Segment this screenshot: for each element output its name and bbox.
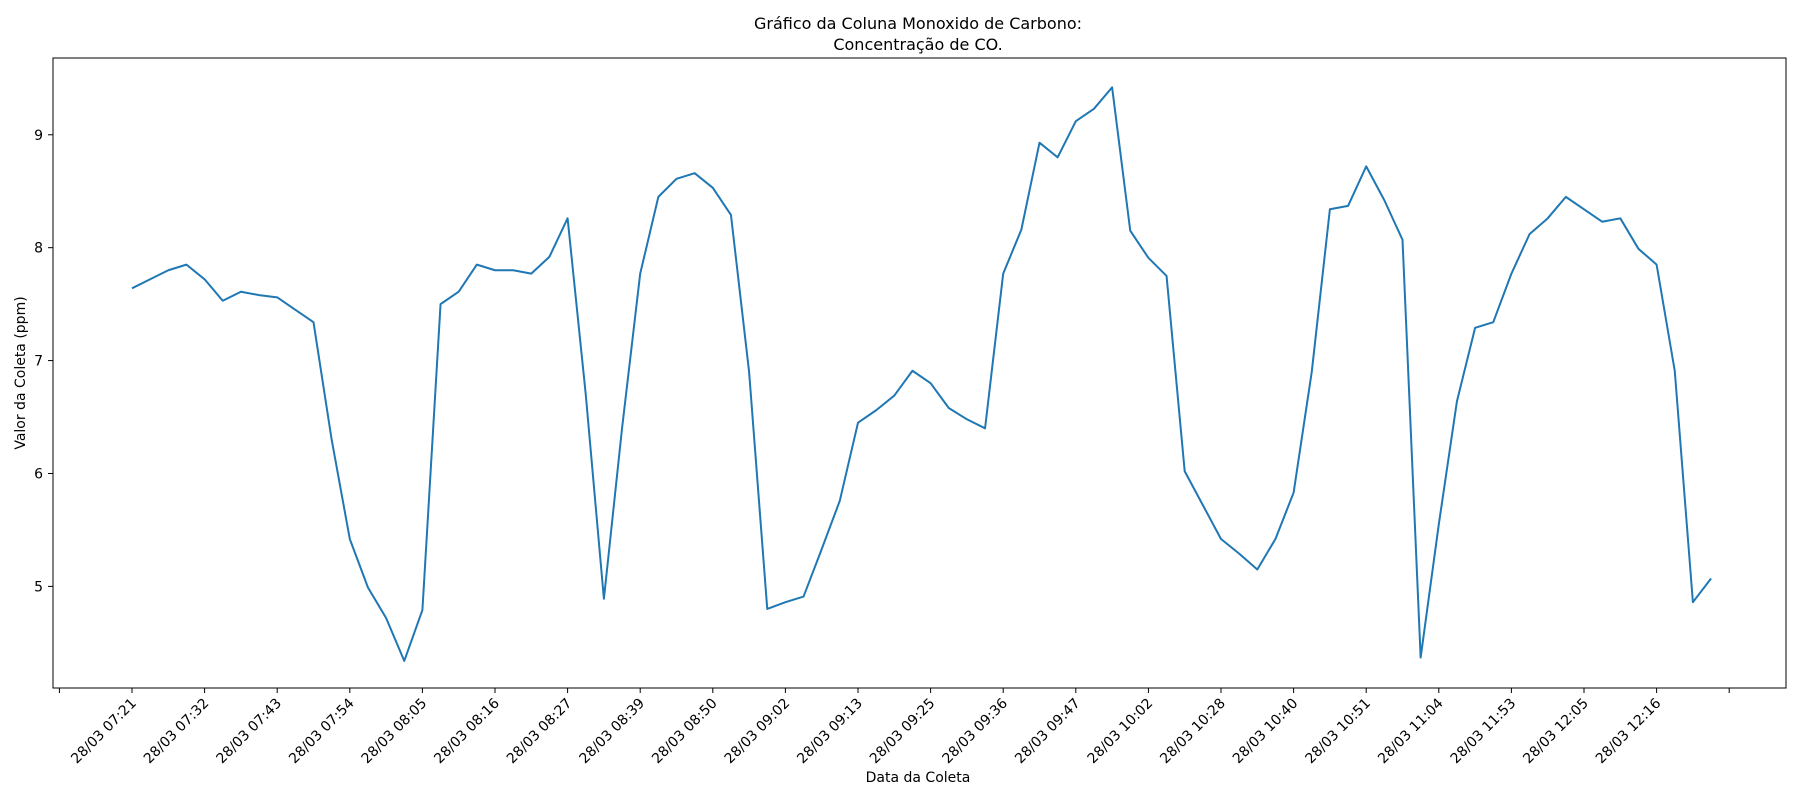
x-axis: 28/03 07:21 28/03 07:32 28/03 07:43 28/03 0…: [58, 688, 1730, 768]
x-tick-label: 28/03 08:05: [359, 696, 431, 768]
x-tick-label: 28/03 08:27: [504, 696, 576, 768]
x-tick-label: 28/03 09:13: [794, 696, 866, 768]
chart-title-line1: Gráfico da Coluna Monoxido de Carbono:: [754, 14, 1082, 33]
plot-area-frame: [52, 57, 1787, 689]
x-tick-label: 28/03 08:39: [577, 696, 649, 768]
series-layer: [131, 86, 1712, 662]
x-tick-label: 28/03 07:32: [141, 696, 213, 768]
x-tick-label: 28/03 09:25: [867, 696, 939, 768]
x-tick-label: 28/03 10:51: [1303, 696, 1375, 768]
x-axis-label: Data da Coleta: [866, 770, 971, 786]
x-tick-label: 28/03 12:05: [1520, 696, 1592, 768]
x-tick-label: 28/03 10:40: [1230, 696, 1302, 768]
y-tick-label: 5: [34, 579, 43, 595]
x-tick-label: 28/03 09:47: [1012, 696, 1084, 768]
x-tick-label: 28/03 08:50: [649, 696, 721, 768]
x-tick-label: 28/03 11:04: [1375, 695, 1447, 767]
x-tick-label: 28/03 07:43: [214, 696, 286, 768]
x-tick-label: 28/03 09:36: [940, 695, 1012, 767]
x-tick-label: 28/03 10:02: [1085, 696, 1157, 768]
chart-title-line2: Concentração de CO.: [833, 35, 1002, 54]
x-tick-label: 28/03 11:53: [1448, 696, 1520, 768]
x-tick-label: 28/03 10:28: [1157, 696, 1229, 768]
x-tick-label: 28/03 08:16: [431, 695, 503, 767]
series-line: [131, 86, 1712, 662]
x-tick-label: 28/03 09:02: [722, 696, 794, 768]
x-tick-label: 28/03 07:54: [286, 695, 358, 767]
y-axis: 5 6 7 8 9: [34, 128, 53, 595]
y-tick-label: 7: [34, 354, 43, 370]
x-tick-label: 28/03 12:16: [1593, 695, 1665, 767]
y-tick-label: 6: [34, 466, 43, 482]
y-axis-label: Valor da Coleta (ppm): [13, 296, 29, 449]
x-tick-label: 28/03 07:21: [68, 696, 140, 768]
y-tick-label: 9: [34, 128, 43, 144]
y-tick-label: 8: [34, 241, 43, 257]
